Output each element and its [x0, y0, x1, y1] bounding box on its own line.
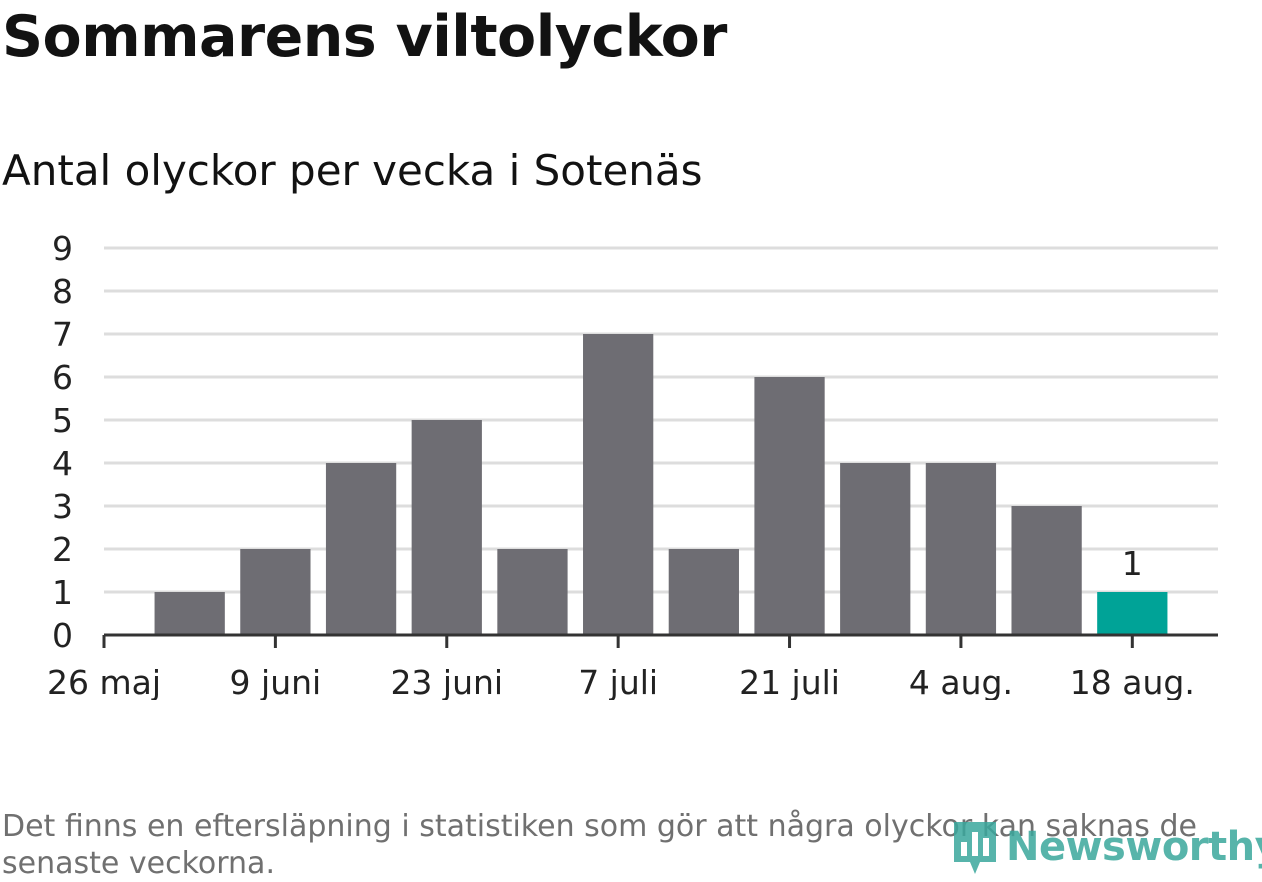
y-tick-label: 3 [52, 487, 73, 526]
y-tick-label: 8 [52, 272, 73, 311]
logo-text: Newsworthy [1006, 824, 1262, 870]
y-tick-label: 4 [52, 444, 73, 483]
x-tick-label: 9 juni [230, 663, 322, 700]
logo-icon [954, 822, 996, 874]
bar [925, 463, 997, 635]
bar [240, 549, 311, 635]
bar [497, 549, 568, 635]
data-label: 1 [1122, 544, 1143, 583]
bar [1097, 592, 1168, 635]
x-tick-label: 21 juli [739, 663, 840, 700]
y-tick-label: 6 [52, 358, 73, 397]
x-tick-label: 23 juni [390, 663, 503, 700]
chart-subtitle: Antal olyckor per vecka i Sotenäs [2, 146, 703, 195]
x-tick-label: 26 maj [47, 663, 161, 700]
bar [325, 463, 397, 635]
y-tick-label: 5 [52, 401, 73, 440]
y-axis-ticks: 0 1 2 3 4 5 6 7 8 9 [52, 229, 73, 655]
bar [411, 420, 482, 635]
newsworthy-logo: Newsworthy [950, 818, 1262, 876]
bars [154, 334, 1168, 635]
y-tick-label: 2 [52, 530, 73, 569]
x-tick-label: 4 aug. [909, 663, 1013, 700]
y-tick-label: 1 [52, 573, 73, 612]
x-axis-ticks: 26 maj 9 juni 23 juni 7 juli 21 juli 4 aug. 18… [47, 635, 1195, 700]
data-labels: 1 [1122, 544, 1143, 583]
y-tick-label: 7 [52, 315, 73, 354]
bar-chart: 0 1 2 3 4 5 6 7 8 9 1 26 maj 9 juni 23 juni 7 juli 21… [47, 229, 1218, 700]
bar [154, 592, 225, 635]
x-tick-label: 7 juli [578, 663, 658, 700]
bar [840, 463, 911, 635]
bar [668, 549, 739, 635]
y-tick-label: 9 [52, 229, 73, 268]
chart-title: Sommarens viltolyckor [2, 4, 727, 70]
bar [1011, 506, 1082, 635]
y-tick-label: 0 [52, 616, 73, 655]
footnote: Det finns en eftersläpning i statistiken… [2, 809, 1197, 881]
bar [583, 334, 654, 635]
x-tick-label: 18 aug. [1070, 663, 1195, 700]
bar [754, 377, 825, 635]
